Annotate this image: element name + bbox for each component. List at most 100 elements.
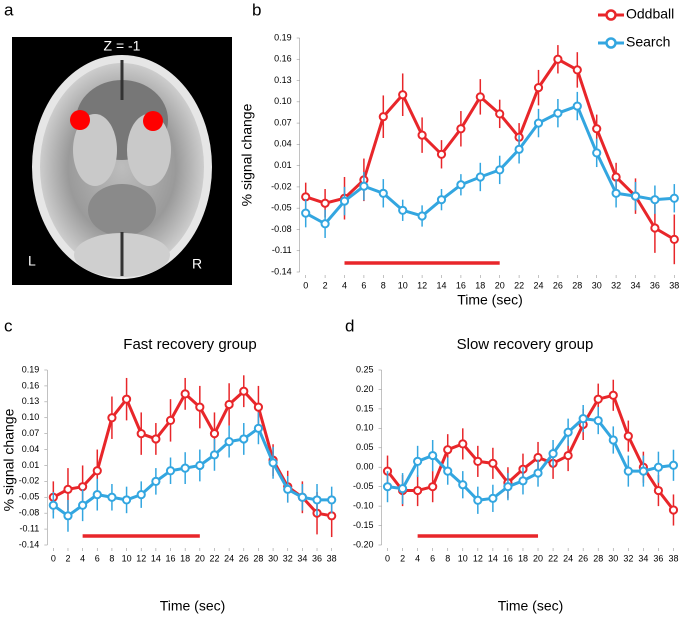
x-tick-label: 36 [650,280,660,290]
point [456,124,466,134]
brain-image: Z = -1 L R [12,37,232,285]
x-tick-label: 10 [458,553,468,563]
point [592,148,602,158]
y-tick-label: 0.10 [274,96,292,106]
point [180,389,190,399]
y-tick-label: -0.14 [19,539,40,549]
point [136,429,146,439]
x-tick-label: 2 [400,553,405,563]
y-tick-label: 0.04 [22,444,40,454]
x-tick-label: 12 [473,553,483,563]
y-tick-label: -0.11 [19,523,39,533]
x-tick-label: 10 [398,280,408,290]
point [495,165,505,175]
point [572,101,582,111]
series [301,45,679,265]
point [514,144,524,154]
legend-label: Search [626,34,670,50]
series [48,375,337,538]
y-tick-label: -0.02 [271,181,292,191]
point [669,234,679,244]
point [136,490,146,500]
point [456,180,466,190]
point [488,493,498,503]
series-line [304,104,675,226]
point [268,458,278,468]
x-tick-label: 20 [195,553,205,563]
point [312,495,322,505]
point [297,492,307,502]
point [495,109,505,119]
x-tick-label: 26 [239,553,249,563]
y-tick-label: -0.11 [272,245,292,255]
panel-label: c [4,316,13,335]
x-tick-label: 6 [430,553,435,563]
x-tick-label: 8 [381,280,386,290]
x-tick-label: 4 [80,553,85,563]
point [553,108,563,118]
y-tick-label: 0.13 [274,75,292,85]
point [78,500,88,510]
series [382,405,679,514]
y-tick-label: 0.07 [22,428,40,438]
x-tick-label: 38 [668,553,678,563]
point [239,386,249,396]
x-tick-label: 28 [572,280,582,290]
point [92,490,102,500]
side-label: L [28,253,36,269]
point [398,205,408,215]
y-tick-label: 0.20 [356,384,374,394]
point [253,423,264,433]
point [378,112,388,122]
point [533,118,544,128]
series-line [305,57,676,241]
point [327,511,337,521]
point [443,466,453,476]
y-tick-label: -0.05 [271,203,292,213]
x-tick-label: 32 [611,280,621,290]
x-tick-label: 14 [488,553,498,563]
point [48,500,58,510]
x-tick-label: 0 [51,553,56,563]
point [417,130,427,140]
x-tick-label: 18 [475,280,485,290]
point [533,83,544,93]
point [436,195,447,205]
point [327,495,337,505]
point [209,450,220,460]
point [320,219,330,229]
legend-marker [605,9,617,21]
y-axis-title: % signal change [1,408,17,511]
point [339,196,350,206]
point [121,394,132,404]
x-tick-label: 4 [415,553,420,563]
y-tick-label: -0.14 [271,266,292,276]
x-tick-label: 26 [553,280,563,290]
point [563,450,573,461]
x-axis-title: Time (sec) [160,598,226,614]
point [611,188,621,198]
x-tick-label: 4 [342,280,347,290]
y-tick-label: 0.19 [22,364,40,374]
x-tick-label: 16 [456,280,466,290]
point [63,511,73,521]
point [165,466,176,476]
x-tick-label: 2 [323,280,328,290]
panel-label: b [252,0,261,19]
x-tick-label: 32 [623,553,633,563]
point [650,195,660,205]
y-tick-label: -0.08 [271,224,292,234]
point [473,456,483,466]
y-tick-label: 0.10 [356,423,374,433]
series-line [386,393,675,511]
point [473,495,483,505]
point [63,484,73,494]
point [107,492,117,502]
point [593,394,603,404]
point [239,434,249,444]
x-tick-label: 18 [180,553,190,563]
y-axis-title: % signal change [239,103,255,206]
chart-title: Slow recovery group [457,336,594,353]
point [653,462,664,472]
